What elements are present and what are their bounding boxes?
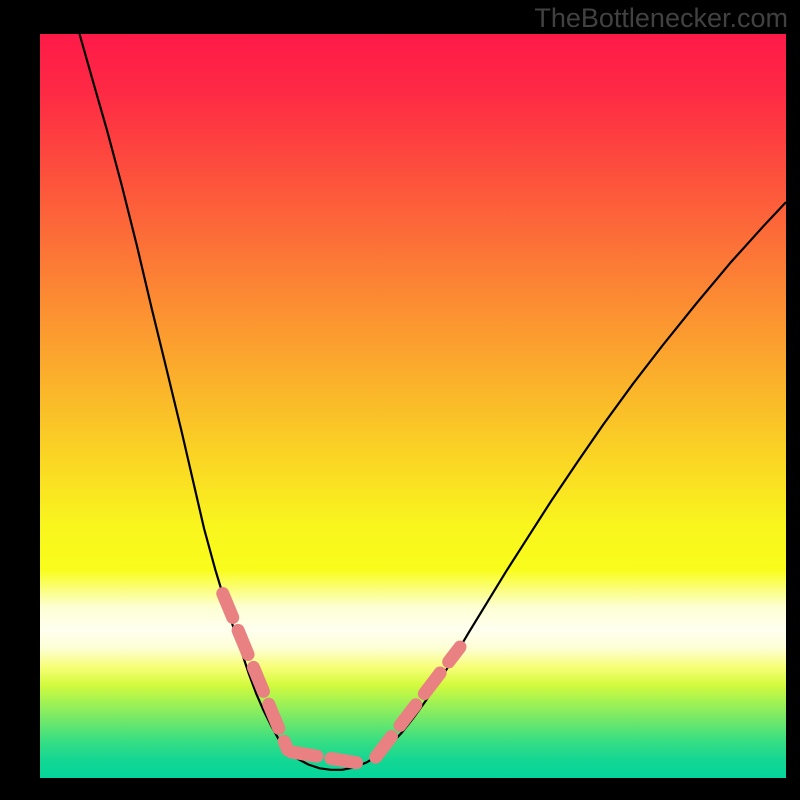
highlight-dash-segment bbox=[376, 647, 460, 757]
bottleneck-curve bbox=[80, 34, 786, 770]
curve-layer bbox=[40, 34, 786, 778]
watermark-text: TheBottlenecker.com bbox=[534, 3, 788, 34]
plot-area bbox=[40, 34, 786, 778]
highlight-dash-overlay bbox=[223, 593, 460, 764]
highlight-dash-segment bbox=[223, 593, 288, 749]
chart-stage: TheBottlenecker.com bbox=[0, 0, 800, 800]
